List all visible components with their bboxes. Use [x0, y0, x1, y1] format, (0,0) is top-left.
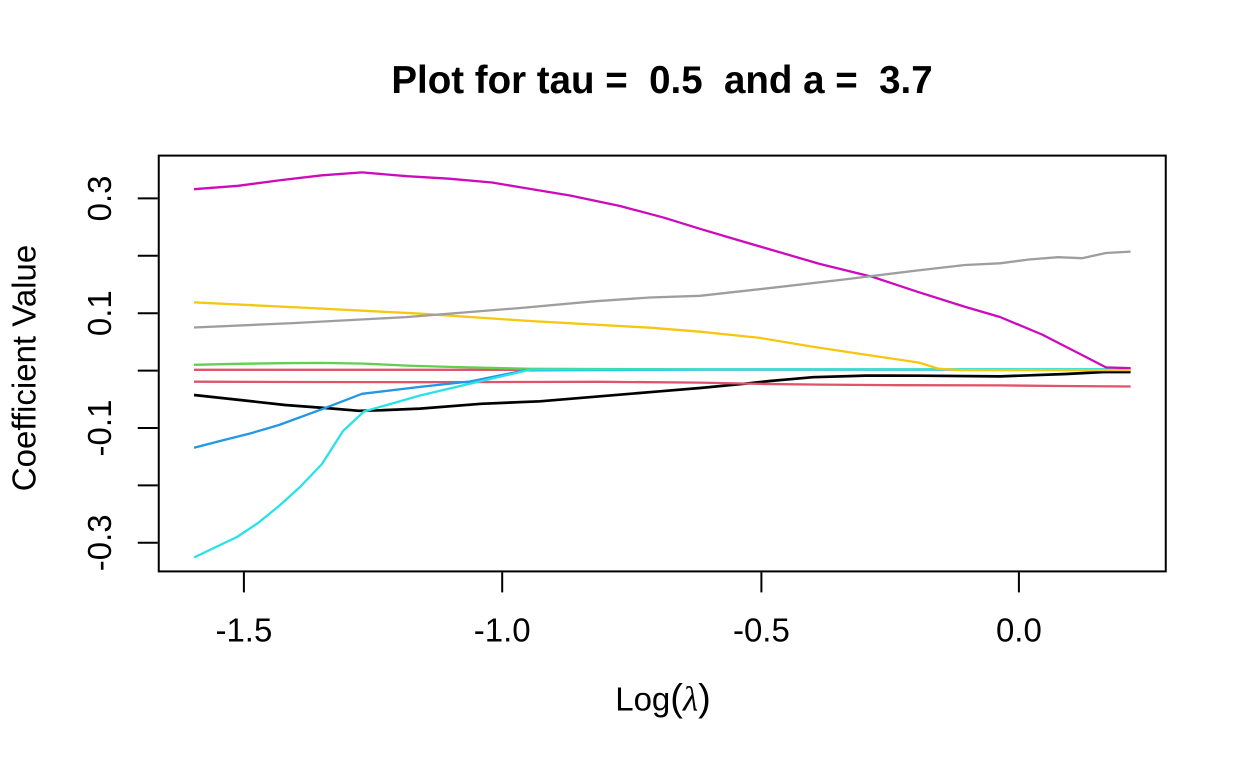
svg-text:Plot for tau = 0.5 and a =: Plot for tau = 0.5 and a = 3.7: [391, 59, 932, 102]
svg-text:-1.0: -1.0: [474, 612, 531, 649]
svg-text:-0.3: -0.3: [81, 514, 118, 571]
svg-text:-1.5: -1.5: [215, 612, 272, 649]
svg-text:0.0: 0.0: [996, 612, 1042, 649]
svg-text:Coefficient Value: Coefficient Value: [6, 245, 43, 491]
svg-text:0.1: 0.1: [81, 290, 118, 336]
svg-text:-0.5: -0.5: [733, 612, 790, 649]
svg-text:Log(λ): Log(λ): [615, 678, 711, 720]
svg-text:0.3: 0.3: [81, 175, 118, 221]
svg-text:-0.1: -0.1: [81, 400, 118, 457]
